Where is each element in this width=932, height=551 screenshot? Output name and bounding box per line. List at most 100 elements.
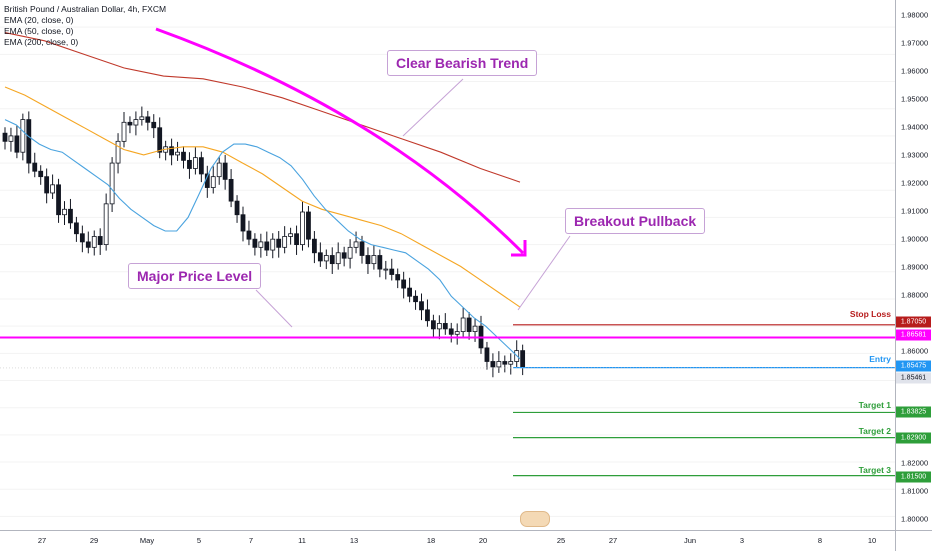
candle-body — [234, 200, 240, 216]
target3-price-badge: 1.81500 — [896, 471, 931, 483]
candle-body — [222, 162, 228, 180]
chart-legend: British Pound / Australian Dollar, 4h, F… — [4, 4, 166, 48]
major-level-price-badge: 1.86581 — [896, 329, 931, 341]
candle-body — [169, 146, 175, 156]
candle-body — [472, 325, 478, 332]
time-tick: 20 — [478, 536, 488, 545]
time-tick: 11 — [298, 536, 306, 545]
candle-body — [407, 287, 413, 297]
callout-pointer — [517, 235, 571, 311]
candle-body — [448, 328, 454, 335]
candle-body — [502, 361, 508, 365]
candle-body — [68, 208, 73, 224]
bearish-arrow-head — [511, 240, 527, 257]
candle-body — [353, 241, 359, 248]
candle-body — [460, 317, 466, 332]
candle-body — [192, 157, 198, 169]
candle-body — [442, 323, 448, 330]
candle-body — [157, 127, 163, 153]
candle-body — [436, 323, 442, 330]
legend-ema200[interactable]: EMA (200, close, 0) — [4, 37, 79, 47]
target2-label: Target 2 — [858, 426, 891, 436]
legend-ema50[interactable]: EMA (50, close, 0) — [4, 26, 74, 36]
callout-pointer — [255, 289, 293, 328]
time-tick: 3 — [739, 536, 745, 545]
candle-body — [419, 301, 424, 311]
ema50-line — [4, 86, 521, 308]
candle-body — [306, 211, 311, 240]
candle-body — [264, 241, 270, 251]
legend-ema20[interactable]: EMA (20, close, 0) — [4, 15, 74, 25]
candle-body — [454, 331, 460, 335]
price-tick: 1.89000 — [901, 262, 929, 272]
time-tick: 8 — [817, 536, 823, 545]
chart-canvas[interactable] — [0, 0, 895, 530]
stop-loss-price-badge: 1.87050 — [896, 316, 931, 328]
candle-body — [276, 238, 282, 248]
target1-label: Target 1 — [858, 400, 891, 410]
candle-body — [139, 116, 145, 120]
candle-body — [341, 252, 347, 259]
candle-body — [425, 309, 430, 322]
price-tick: 1.90000 — [901, 234, 929, 244]
candle-body — [181, 151, 186, 161]
callout-major-price-level[interactable]: Major Price Level — [128, 263, 262, 289]
candle-body — [347, 246, 353, 259]
candle-body — [103, 203, 109, 246]
price-tick: 1.81000 — [901, 486, 929, 496]
candle-body — [317, 252, 323, 262]
candle-body — [133, 119, 139, 126]
candle-body — [14, 135, 20, 153]
chart-area[interactable]: British Pound / Australian Dollar, 4h, F… — [0, 0, 895, 530]
candle-body — [2, 132, 8, 142]
price-tick: 1.86000 — [901, 346, 929, 356]
candle-body — [413, 295, 418, 303]
candle-body — [97, 236, 103, 246]
price-tick: 1.98000 — [901, 10, 929, 20]
time-axis[interactable]: 27 29 May 5 7 11 13 18 20 25 27 Jun 3 8 … — [0, 530, 895, 551]
candle-body — [121, 121, 127, 142]
candle-body — [389, 268, 395, 275]
price-axis[interactable]: 1.98000 1.97000 1.96000 1.95000 1.94000 … — [895, 0, 932, 530]
callout-bearish-trend[interactable]: Clear Bearish Trend — [387, 50, 538, 76]
candle-body — [282, 236, 288, 248]
time-tick: 18 — [426, 536, 436, 545]
candle-body — [383, 268, 389, 271]
candle-body — [198, 157, 204, 175]
candle-body — [335, 252, 341, 265]
time-tick: May — [139, 536, 155, 545]
time-tick: 29 — [89, 536, 99, 545]
candle-body — [395, 274, 401, 281]
candle-body — [466, 317, 472, 332]
time-tick: 7 — [248, 536, 254, 545]
stop-loss-label: Stop Loss — [849, 309, 891, 319]
target3-label: Target 3 — [858, 465, 891, 475]
price-tick: 1.80000 — [901, 514, 929, 524]
candle-body — [484, 347, 490, 362]
candle-body — [44, 176, 50, 194]
time-tick: 10 — [867, 536, 877, 545]
callout-breakout-pullback[interactable]: Breakout Pullback — [565, 208, 706, 234]
candle-body — [145, 116, 151, 123]
candle-body — [228, 178, 234, 202]
candle-body — [329, 255, 335, 265]
price-tick: 1.82000 — [901, 458, 929, 468]
ema200-line — [4, 32, 521, 183]
time-tick: Jun — [683, 536, 697, 545]
target2-price-badge: 1.82900 — [896, 432, 931, 444]
ema20-line — [4, 119, 521, 360]
candle-body — [508, 361, 514, 365]
candle-body — [79, 233, 85, 243]
candle-body — [85, 241, 91, 248]
last-price-badge: 1.85461 — [896, 372, 931, 384]
candle-body — [115, 140, 121, 164]
candle-body — [252, 238, 258, 248]
candle-body — [62, 208, 67, 216]
candle-body — [490, 361, 496, 368]
candle-body — [74, 222, 79, 235]
candle-body — [175, 151, 180, 156]
candle-body — [151, 121, 157, 129]
candle-body — [210, 176, 216, 188]
entry-price-badge: 1.85475 — [896, 360, 931, 372]
candle-body — [32, 162, 38, 172]
